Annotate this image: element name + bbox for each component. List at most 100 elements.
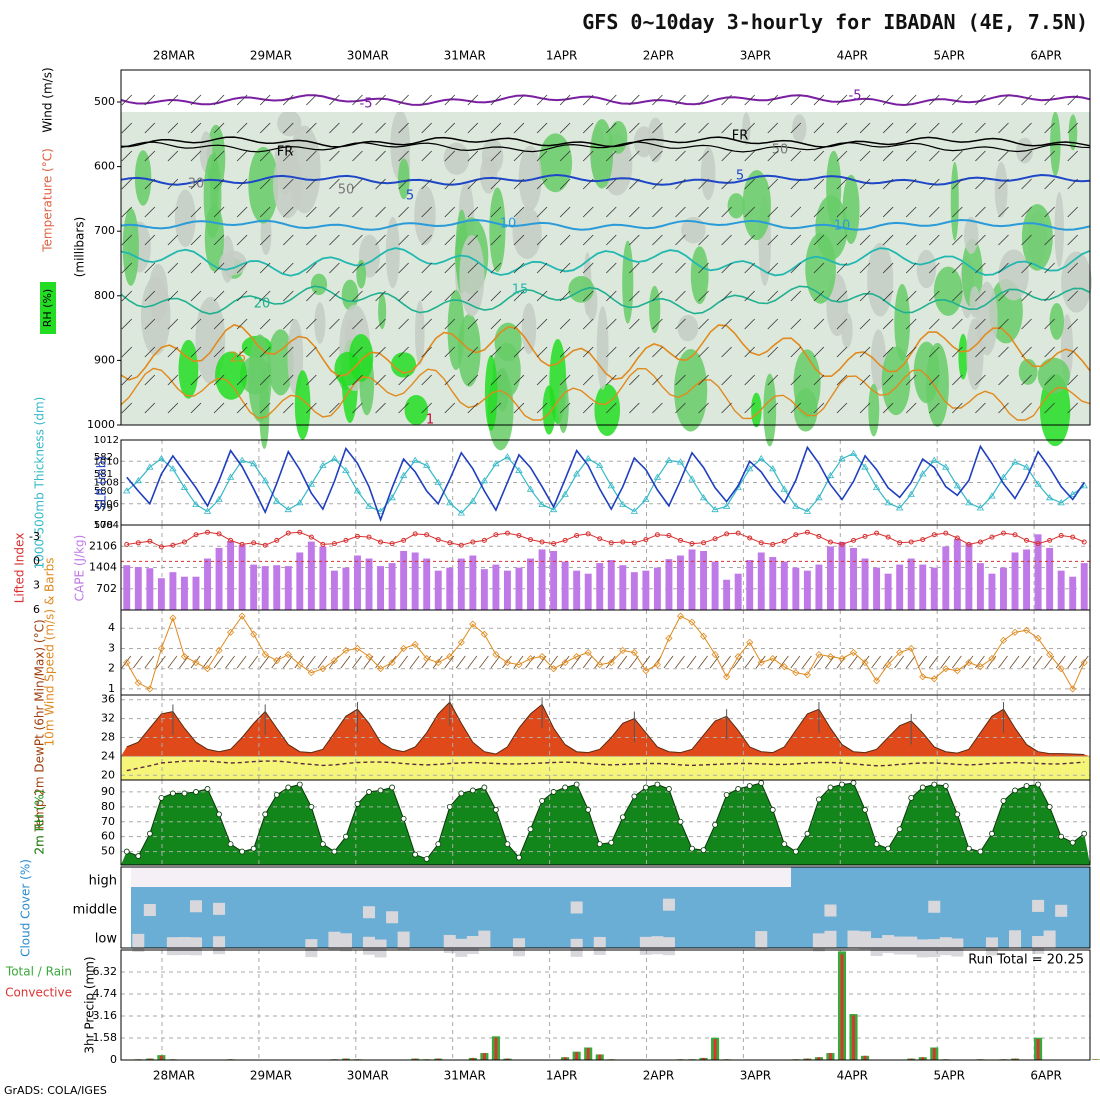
wind-barb <box>905 150 917 162</box>
wind-barb <box>905 94 917 106</box>
thickness-point <box>365 502 373 509</box>
thickness-point <box>169 465 177 472</box>
wind-barb <box>375 262 386 274</box>
wind-barb <box>352 290 363 302</box>
rh2m-tick-label: 50 <box>101 845 115 858</box>
wind10-point <box>469 620 477 628</box>
wind-barb <box>721 374 732 386</box>
cloud-low-block <box>339 933 352 952</box>
cloud-low-block <box>466 935 479 954</box>
wind-barb <box>190 234 202 246</box>
wind10-point <box>746 638 754 646</box>
wind-barb <box>398 150 409 162</box>
wind-barb <box>605 94 617 106</box>
rh-shading <box>976 281 998 356</box>
rh-shading <box>933 266 963 316</box>
wind-barb <box>398 262 409 274</box>
cape-bar <box>607 560 615 610</box>
lifted-index-point <box>147 538 153 544</box>
date-label-bottom: 28MAR <box>153 1069 195 1083</box>
lifted-index-point <box>643 537 649 543</box>
wind10-point <box>1057 665 1065 673</box>
wind-barb <box>536 178 548 190</box>
rh-shading <box>742 170 771 241</box>
wind10-point <box>838 655 846 663</box>
rh2m-point <box>458 790 465 797</box>
wind-barb <box>905 374 917 386</box>
wind-barb <box>167 150 179 162</box>
cloud-middle-block <box>928 900 941 913</box>
thickness-point <box>353 487 362 494</box>
wind-barb <box>652 94 663 106</box>
cape-bar <box>146 568 154 610</box>
wind-barb <box>652 402 663 414</box>
wind10-point <box>965 659 973 667</box>
rh2m-point <box>319 841 326 848</box>
thickness-point <box>1057 499 1065 506</box>
thickness-point <box>745 465 754 472</box>
rh2m-point <box>642 784 649 791</box>
wind-barb <box>813 290 825 302</box>
wind-barb <box>998 94 1009 106</box>
thickness-point <box>203 507 212 514</box>
precip-convective-bar <box>806 1058 809 1060</box>
cloud-middle-block <box>189 900 202 913</box>
rh2m-point <box>712 821 718 828</box>
wind-barb <box>513 290 525 302</box>
wind-barb <box>398 94 409 106</box>
wind-barb <box>698 206 709 218</box>
thickness-point <box>676 458 685 465</box>
rh-shading <box>178 339 199 399</box>
cape-bar <box>953 538 961 610</box>
wind-barb <box>306 206 317 218</box>
wind-barb <box>352 206 363 218</box>
wind-barb <box>721 178 732 190</box>
wind-barb <box>259 234 271 246</box>
cloud-low-block <box>755 931 768 950</box>
lifted-index-point <box>885 534 891 540</box>
rh-shading <box>518 145 542 211</box>
wind-barb <box>375 94 386 106</box>
lifted-index-point <box>447 540 453 546</box>
rh2m-point <box>666 786 672 792</box>
cape-bar <box>734 573 742 610</box>
wind-barb <box>282 318 294 330</box>
wind-barb <box>790 290 802 302</box>
rh2m-point <box>839 781 845 788</box>
lifted-index-point <box>597 536 603 542</box>
wind10-barb <box>444 655 455 669</box>
wind-barb <box>629 178 640 190</box>
wind-barb <box>721 150 732 162</box>
date-label-bottom: 1APR <box>546 1069 577 1083</box>
rh-shading <box>148 264 168 323</box>
wind-barb <box>513 150 525 162</box>
cloud-layer-label: middle <box>73 903 117 918</box>
wind-barb <box>259 150 271 162</box>
wind-barb <box>1067 122 1078 134</box>
rh2m-point <box>723 792 730 798</box>
rh2m-point <box>527 826 534 833</box>
wind-barb <box>975 318 986 330</box>
precip-convective-bar <box>1094 1059 1098 1060</box>
wind-barb <box>306 122 317 134</box>
lifted-index-point <box>205 529 211 535</box>
wind-barb <box>352 234 363 246</box>
rh2m-point <box>181 790 188 797</box>
wind10-point <box>180 652 189 661</box>
wind-barb <box>905 178 917 190</box>
cape-bar <box>123 565 131 610</box>
cloud-low-block <box>166 937 179 956</box>
cape-bar <box>688 549 696 610</box>
wind10-point <box>1046 650 1054 659</box>
rh2m-point <box>250 845 257 852</box>
wind-barb <box>306 346 317 358</box>
precip-convective-bar <box>840 954 844 1060</box>
wind-barb <box>882 262 894 274</box>
wind10-barb <box>790 655 801 669</box>
wind-barb <box>167 122 179 134</box>
wind-barb <box>490 206 502 218</box>
wind10-barb <box>721 655 731 669</box>
cape-bar <box>1023 549 1031 610</box>
wind-barb <box>721 122 732 134</box>
rh2m-point <box>585 806 592 813</box>
